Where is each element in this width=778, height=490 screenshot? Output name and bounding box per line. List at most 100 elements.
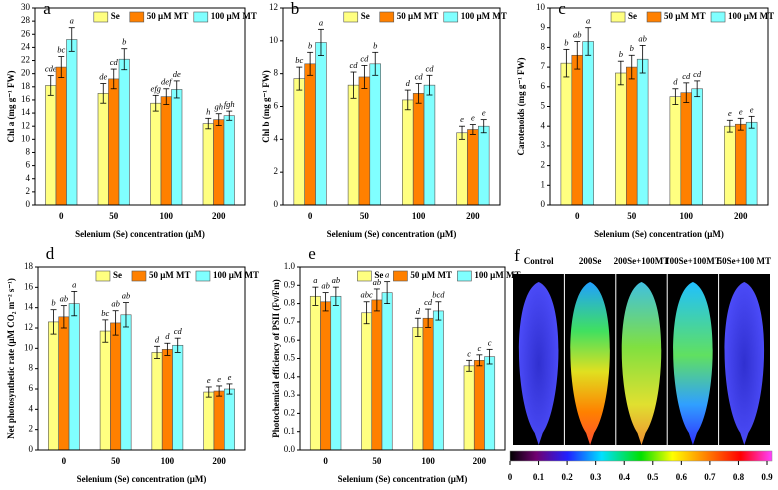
x-tick-label: 100 xyxy=(421,456,435,466)
leaf xyxy=(518,282,559,445)
error-bar xyxy=(307,51,314,76)
bar xyxy=(432,310,444,451)
y-tick-label: 4 xyxy=(29,403,34,413)
error-bar xyxy=(50,309,57,335)
colorbar-tick-label: 0.4 xyxy=(619,472,631,482)
legend-label: 100 μM MT xyxy=(213,270,259,280)
plot-frame xyxy=(34,7,246,206)
bar xyxy=(172,344,184,451)
bar xyxy=(422,317,434,451)
legend-label: Se xyxy=(374,270,383,280)
error-bar xyxy=(60,305,67,329)
y-axis-label: Carotenoids (mg g⁻¹ FW) xyxy=(516,57,526,155)
error-bar xyxy=(205,117,212,130)
bar xyxy=(412,327,424,451)
bar xyxy=(467,129,479,206)
x-tick-label: 100 xyxy=(680,211,694,221)
y-tick-label: 5 xyxy=(541,101,546,111)
error-bar xyxy=(425,308,432,328)
y-axis-label: Chl a (mg g⁻¹ FW) xyxy=(6,71,16,143)
significance-letter: d xyxy=(165,331,170,341)
error-bar xyxy=(384,281,391,305)
significance-letter: cd xyxy=(110,57,119,67)
significance-letter: de xyxy=(99,71,107,81)
colorbar-tick-label: 0.5 xyxy=(647,472,659,482)
colorbar-tick-label: 0.7 xyxy=(704,472,716,482)
bar xyxy=(55,66,67,206)
significance-letter: abc xyxy=(360,290,373,300)
significance-letter: c xyxy=(467,348,471,358)
significance-letter: ab xyxy=(638,33,647,43)
x-tick-label: 100 xyxy=(161,456,175,466)
error-bar xyxy=(363,301,370,325)
bar xyxy=(68,303,80,451)
bar xyxy=(571,54,583,206)
y-tick-label: 12 xyxy=(21,120,30,130)
y-tick-label: 2 xyxy=(29,424,34,434)
significance-letter: ab xyxy=(573,29,582,39)
bar xyxy=(45,85,57,206)
error-bar xyxy=(226,383,233,395)
x-tick-label: 0 xyxy=(59,211,64,221)
bar xyxy=(320,301,332,451)
error-bar xyxy=(486,348,493,365)
y-axis-label: Chl b (mg g⁻¹ FW) xyxy=(261,70,271,142)
panel-label: f xyxy=(514,246,520,265)
image-label: 50Se+100 MT xyxy=(718,256,771,266)
significance-letter: cd xyxy=(693,69,702,79)
significance-letter: de xyxy=(173,69,181,79)
legend-label: 100 μM MT xyxy=(211,11,257,21)
bar xyxy=(745,121,758,206)
significance-letter: b xyxy=(564,37,568,47)
significance-letter: cd xyxy=(682,71,691,81)
significance-letter: d xyxy=(416,306,421,316)
error-bar xyxy=(350,71,357,99)
y-tick-label: 0.0 xyxy=(284,444,296,454)
bar xyxy=(223,115,235,206)
y-tick-label: 2 xyxy=(26,186,31,196)
significance-letter: b xyxy=(630,43,634,53)
y-tick-label: 7 xyxy=(541,61,546,71)
error-bar xyxy=(404,89,411,111)
significance-letter: a xyxy=(586,16,590,26)
leaf xyxy=(621,282,662,445)
error-bar xyxy=(459,125,466,140)
panel-label: a xyxy=(43,0,51,18)
error-bar xyxy=(216,385,223,397)
y-axis-label: Photochemical efficiency of PSII (Fv/Fm) xyxy=(271,279,281,437)
error-bar xyxy=(68,27,75,52)
y-tick-label: 3 xyxy=(541,140,546,150)
bar xyxy=(171,89,183,206)
significance-letter: b xyxy=(619,49,623,59)
y-tick-label: 10 xyxy=(21,133,31,143)
bar xyxy=(402,99,414,206)
significance-letter: d xyxy=(673,77,678,87)
error-bar xyxy=(426,74,433,96)
legend-label: 100 μM MT xyxy=(728,11,774,21)
error-bar xyxy=(435,301,442,321)
bar xyxy=(582,41,594,206)
significance-letter: d xyxy=(155,334,160,344)
bar xyxy=(293,78,306,206)
bar xyxy=(58,316,70,451)
legend-swatch xyxy=(131,270,147,282)
y-tick-label: 2 xyxy=(274,166,279,176)
bar xyxy=(381,292,393,451)
bar xyxy=(477,125,490,206)
bar xyxy=(161,349,173,451)
image-label: Control xyxy=(524,256,554,266)
significance-letter: cd xyxy=(424,297,433,307)
x-tick-label: 200 xyxy=(473,456,487,466)
significance-letter: e xyxy=(207,375,211,385)
plot-frame xyxy=(549,7,769,206)
bar xyxy=(160,96,172,206)
significance-letter: d xyxy=(406,78,411,88)
y-tick-label: 18 xyxy=(24,261,34,271)
error-bar xyxy=(617,60,624,86)
y-tick-label: 8 xyxy=(26,147,31,157)
error-bar xyxy=(563,48,570,78)
colorbar-tick-label: 0.3 xyxy=(590,472,602,482)
y-tick-label: 6 xyxy=(274,101,279,111)
legend-label: Se xyxy=(361,11,370,21)
significance-letter: cd xyxy=(415,71,424,81)
